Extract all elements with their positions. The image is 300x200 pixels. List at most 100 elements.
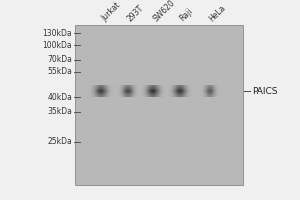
Bar — [163, 92, 164, 93]
Bar — [117, 89, 118, 90]
Bar — [114, 85, 115, 86]
Bar — [152, 90, 153, 91]
Bar — [140, 94, 141, 95]
Bar — [204, 86, 205, 87]
Bar — [128, 86, 129, 87]
Bar — [100, 87, 101, 88]
Bar — [218, 91, 219, 92]
Bar — [128, 95, 129, 96]
Bar — [181, 92, 182, 93]
Bar — [150, 86, 151, 87]
Bar — [190, 87, 191, 88]
Bar — [194, 85, 195, 86]
Bar — [151, 93, 152, 94]
Bar — [204, 85, 205, 86]
Bar — [175, 86, 176, 87]
Bar — [191, 87, 192, 88]
Bar — [162, 93, 163, 94]
Bar — [150, 89, 151, 90]
Bar — [142, 91, 143, 92]
Bar — [115, 86, 116, 87]
Bar — [211, 88, 212, 89]
Bar — [104, 88, 105, 89]
Bar — [202, 95, 203, 96]
Bar — [160, 85, 161, 86]
Bar — [143, 90, 144, 91]
Bar — [150, 91, 151, 92]
Bar — [201, 87, 202, 88]
Bar — [90, 91, 91, 92]
Bar — [205, 93, 206, 94]
Bar — [178, 87, 179, 88]
Bar — [150, 85, 151, 86]
Bar — [219, 92, 220, 93]
Bar — [140, 93, 141, 94]
Bar — [158, 89, 159, 90]
Bar — [205, 85, 206, 86]
Bar — [188, 93, 189, 94]
Bar — [177, 87, 178, 88]
Bar — [209, 85, 210, 86]
Bar — [103, 92, 104, 93]
Bar — [127, 95, 128, 96]
Bar — [95, 91, 96, 92]
Bar — [111, 91, 112, 92]
Bar — [140, 90, 141, 91]
Bar — [113, 96, 114, 97]
Bar — [140, 85, 141, 86]
Bar — [189, 93, 190, 94]
Bar — [136, 96, 137, 97]
Bar — [107, 93, 108, 94]
Bar — [97, 90, 98, 91]
Bar — [157, 90, 158, 91]
Bar — [216, 96, 217, 97]
Bar — [186, 92, 187, 93]
Bar — [130, 95, 131, 96]
Bar — [177, 86, 178, 87]
Bar — [143, 96, 144, 97]
Bar — [88, 86, 89, 87]
Bar — [154, 92, 155, 93]
Bar — [91, 87, 92, 88]
Bar — [170, 85, 171, 86]
Bar — [158, 95, 159, 96]
Bar — [183, 88, 184, 89]
Bar — [101, 96, 102, 97]
Bar — [177, 92, 178, 93]
Bar — [186, 88, 187, 89]
Bar — [132, 87, 133, 88]
Bar — [166, 94, 167, 95]
Bar — [112, 90, 113, 91]
Bar — [98, 93, 99, 94]
Bar — [111, 87, 112, 88]
Bar — [206, 90, 207, 91]
Bar — [112, 94, 113, 95]
Bar — [88, 87, 89, 88]
Bar — [112, 87, 113, 88]
Bar — [104, 96, 105, 97]
Bar — [93, 85, 94, 86]
Bar — [138, 94, 139, 95]
Bar — [204, 90, 205, 91]
Bar — [141, 86, 142, 87]
Bar — [147, 93, 148, 94]
Bar — [180, 95, 181, 96]
Bar — [162, 95, 163, 96]
Bar — [102, 92, 103, 93]
Bar — [220, 90, 221, 91]
Bar — [135, 95, 136, 96]
Bar — [186, 85, 187, 86]
Bar — [132, 88, 133, 89]
Bar — [181, 89, 182, 90]
Bar — [194, 88, 195, 89]
Bar — [215, 93, 216, 94]
Bar — [207, 86, 208, 87]
Bar — [135, 89, 136, 90]
Bar — [186, 93, 187, 94]
Bar — [154, 90, 155, 91]
Bar — [211, 87, 212, 88]
Bar — [164, 89, 165, 90]
Bar — [165, 85, 166, 86]
Bar — [190, 86, 191, 87]
Bar — [201, 86, 202, 87]
